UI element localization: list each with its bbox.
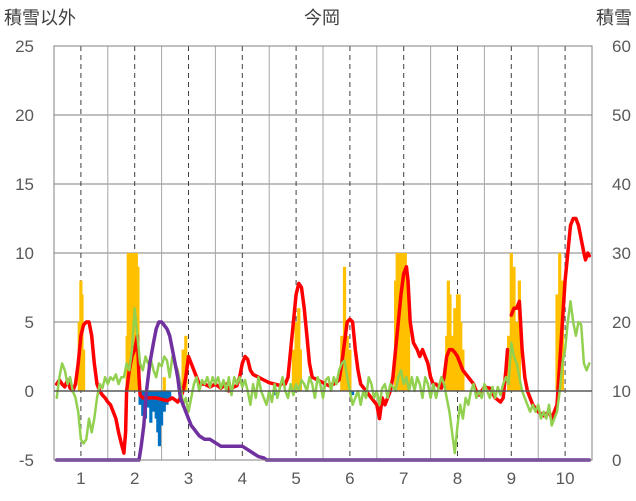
y-right-tick-label: 40 [612, 175, 631, 194]
bar [507, 335, 511, 391]
bar [398, 253, 403, 391]
line-layer [54, 216, 592, 462]
bar [405, 266, 409, 391]
bar [455, 294, 460, 391]
bar [151, 391, 156, 412]
x-tick-label: 5 [291, 469, 300, 488]
bar [181, 349, 185, 391]
bar [168, 391, 172, 398]
bar [126, 253, 130, 391]
bar [406, 294, 411, 391]
bar [165, 391, 169, 405]
bar [81, 349, 86, 391]
plot-border [53, 45, 593, 461]
bar [162, 377, 166, 391]
y-left-tick-label: 20 [15, 106, 34, 125]
bar [298, 349, 303, 391]
bar [149, 391, 153, 423]
bar [457, 294, 461, 391]
x-tick-label: 6 [345, 469, 354, 488]
bar [272, 391, 277, 396]
x-tick-label: 3 [184, 469, 193, 488]
x-tick-label: 2 [130, 469, 139, 488]
bar [558, 253, 562, 391]
bar [291, 349, 296, 391]
bar [129, 253, 134, 391]
y-left-tick-label: 10 [15, 244, 34, 263]
x-tick-label: 1 [76, 469, 85, 488]
x-tick-label: 10 [556, 469, 575, 488]
bar [157, 391, 162, 447]
y-left-tick-label: 15 [15, 175, 34, 194]
bar [403, 253, 407, 391]
bar [446, 280, 450, 391]
right-axis-label: 積雪 [596, 8, 632, 29]
y-right-tick-label: 50 [612, 106, 631, 125]
chart-title: 今岡 [304, 8, 340, 29]
y-right-tick-label: 20 [612, 313, 631, 332]
bar [350, 391, 355, 396]
x-tick-label: 9 [507, 469, 516, 488]
bar [453, 308, 457, 391]
series-line [54, 320, 592, 462]
x-tick-label: 7 [399, 469, 408, 488]
y-right-tick-label: 10 [612, 382, 631, 401]
bar [450, 335, 454, 391]
bar [294, 322, 298, 391]
y-left-tick-label: 5 [25, 313, 34, 332]
x-tick-label: 4 [238, 469, 247, 488]
y-left-tick-label: 0 [25, 382, 34, 401]
tick-layer: -5 0 5 10 15 20 25 0 10 20 30 40 50 60 1 2 3 4 5 6 7 8 9 10 [15, 37, 631, 488]
y-right-tick-label: 0 [612, 451, 621, 470]
bar [297, 308, 301, 391]
bar [515, 322, 519, 391]
bar [555, 294, 559, 391]
x-tick-label: 8 [453, 469, 462, 488]
bar [400, 253, 404, 391]
bar [517, 280, 521, 391]
left-axis-label: 積雪以外 [4, 8, 76, 29]
bar [156, 391, 160, 433]
y-left-tick-label: 25 [15, 37, 34, 56]
bar [342, 266, 347, 391]
bar [348, 349, 352, 391]
bar [459, 322, 463, 391]
y-left-tick-label: -5 [19, 451, 34, 470]
bar [345, 335, 349, 391]
bar [141, 391, 145, 416]
bar [128, 253, 132, 391]
bar [184, 335, 188, 391]
bar [448, 294, 452, 391]
bar [509, 253, 513, 391]
y-right-tick-label: 60 [612, 37, 631, 56]
bar [154, 391, 158, 419]
series-line [55, 300, 591, 455]
y-right-tick-label: 30 [612, 244, 631, 263]
bar [138, 391, 142, 405]
bar [512, 266, 516, 391]
bar [402, 253, 406, 391]
axis-layer [53, 45, 593, 461]
bar [160, 391, 164, 426]
